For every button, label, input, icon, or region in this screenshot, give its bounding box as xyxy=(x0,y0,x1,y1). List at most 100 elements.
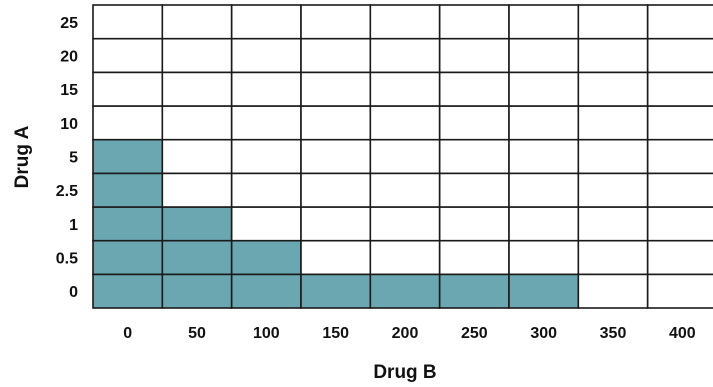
empty-cell xyxy=(369,138,441,175)
empty-cell xyxy=(646,239,713,276)
empty-cell xyxy=(646,206,713,242)
empty-cell xyxy=(92,105,164,141)
empty-cell xyxy=(508,71,580,107)
y-tick-label: 15 xyxy=(60,82,78,99)
empty-cell xyxy=(646,172,713,208)
empty-cell xyxy=(577,4,649,40)
x-tick-label: 50 xyxy=(188,325,206,342)
x-tick-label: 400 xyxy=(669,325,696,342)
y-tick-label: 2.5 xyxy=(56,183,78,200)
y-axis-label: Drug A xyxy=(12,125,33,188)
empty-cell xyxy=(577,172,649,208)
empty-cell xyxy=(438,71,510,107)
x-tick-label: 250 xyxy=(461,325,488,342)
empty-cell xyxy=(230,37,302,74)
empty-cell xyxy=(577,37,649,74)
empty-cell xyxy=(646,4,713,40)
empty-cell xyxy=(161,71,233,107)
empty-cell xyxy=(577,105,649,141)
empty-cell xyxy=(369,37,441,74)
filled-cell xyxy=(92,206,164,242)
empty-cell xyxy=(300,172,372,208)
empty-cell xyxy=(300,206,372,242)
empty-cell xyxy=(161,172,233,208)
empty-cell xyxy=(646,37,713,74)
y-tick-label: 5 xyxy=(69,150,78,167)
empty-cell xyxy=(92,4,164,40)
empty-cell xyxy=(508,138,580,175)
filled-cell xyxy=(508,273,580,309)
x-tick-label: 0 xyxy=(123,325,132,342)
filled-cell xyxy=(230,239,302,276)
x-tick-label: 300 xyxy=(530,325,557,342)
empty-cell xyxy=(508,105,580,141)
empty-cell xyxy=(508,206,580,242)
y-axis-ticks: 0 0.5 1 2.5 5 10 15 20 25 xyxy=(56,15,78,301)
empty-cell xyxy=(230,206,302,242)
empty-cell xyxy=(300,37,372,74)
empty-cell xyxy=(230,172,302,208)
empty-cell xyxy=(369,206,441,242)
empty-cell xyxy=(508,4,580,40)
filled-cell xyxy=(92,172,164,208)
empty-cell xyxy=(438,37,510,74)
empty-cell xyxy=(438,4,510,40)
empty-cell xyxy=(300,239,372,276)
empty-cell xyxy=(577,206,649,242)
x-tick-label: 350 xyxy=(600,325,627,342)
filled-cell xyxy=(230,273,302,309)
empty-cell xyxy=(438,206,510,242)
empty-cell xyxy=(646,273,713,309)
empty-cell xyxy=(577,71,649,107)
filled-cell xyxy=(161,273,233,309)
grid-cells xyxy=(92,4,713,309)
empty-cell xyxy=(161,138,233,175)
empty-cell xyxy=(300,71,372,107)
empty-cell xyxy=(438,172,510,208)
empty-cell xyxy=(161,37,233,74)
x-tick-label: 200 xyxy=(392,325,419,342)
empty-cell xyxy=(161,4,233,40)
y-tick-label: 0 xyxy=(69,284,78,301)
empty-cell xyxy=(508,172,580,208)
empty-cell xyxy=(92,71,164,107)
x-tick-label: 100 xyxy=(253,325,280,342)
empty-cell xyxy=(369,4,441,40)
empty-cell xyxy=(438,138,510,175)
y-tick-label: 1 xyxy=(69,217,78,234)
empty-cell xyxy=(369,239,441,276)
empty-cell xyxy=(508,239,580,276)
empty-cell xyxy=(369,105,441,141)
empty-cell xyxy=(438,239,510,276)
empty-cell xyxy=(646,71,713,107)
empty-cell xyxy=(438,105,510,141)
empty-cell xyxy=(577,239,649,276)
filled-cell xyxy=(369,273,441,309)
empty-cell xyxy=(161,105,233,141)
x-tick-label: 150 xyxy=(322,325,349,342)
empty-cell xyxy=(300,105,372,141)
empty-cell xyxy=(369,71,441,107)
x-axis-ticks: 0 50 100 150 200 250 300 350 400 xyxy=(123,325,696,342)
empty-cell xyxy=(646,105,713,141)
y-tick-label: 25 xyxy=(60,15,78,32)
empty-cell xyxy=(230,4,302,40)
filled-cell xyxy=(438,273,510,309)
empty-cell xyxy=(300,138,372,175)
filled-cell xyxy=(161,206,233,242)
filled-cell xyxy=(300,273,372,309)
empty-cell xyxy=(577,273,649,309)
x-axis-label: Drug B xyxy=(373,362,436,383)
filled-cell xyxy=(92,138,164,175)
filled-cell xyxy=(92,273,164,309)
empty-cell xyxy=(230,71,302,107)
empty-cell xyxy=(369,172,441,208)
empty-cell xyxy=(646,138,713,175)
filled-cell xyxy=(92,239,164,276)
empty-cell xyxy=(230,105,302,141)
empty-cell xyxy=(577,138,649,175)
y-tick-label: 0.5 xyxy=(56,251,78,268)
y-tick-label: 10 xyxy=(60,116,78,133)
empty-cell xyxy=(230,138,302,175)
